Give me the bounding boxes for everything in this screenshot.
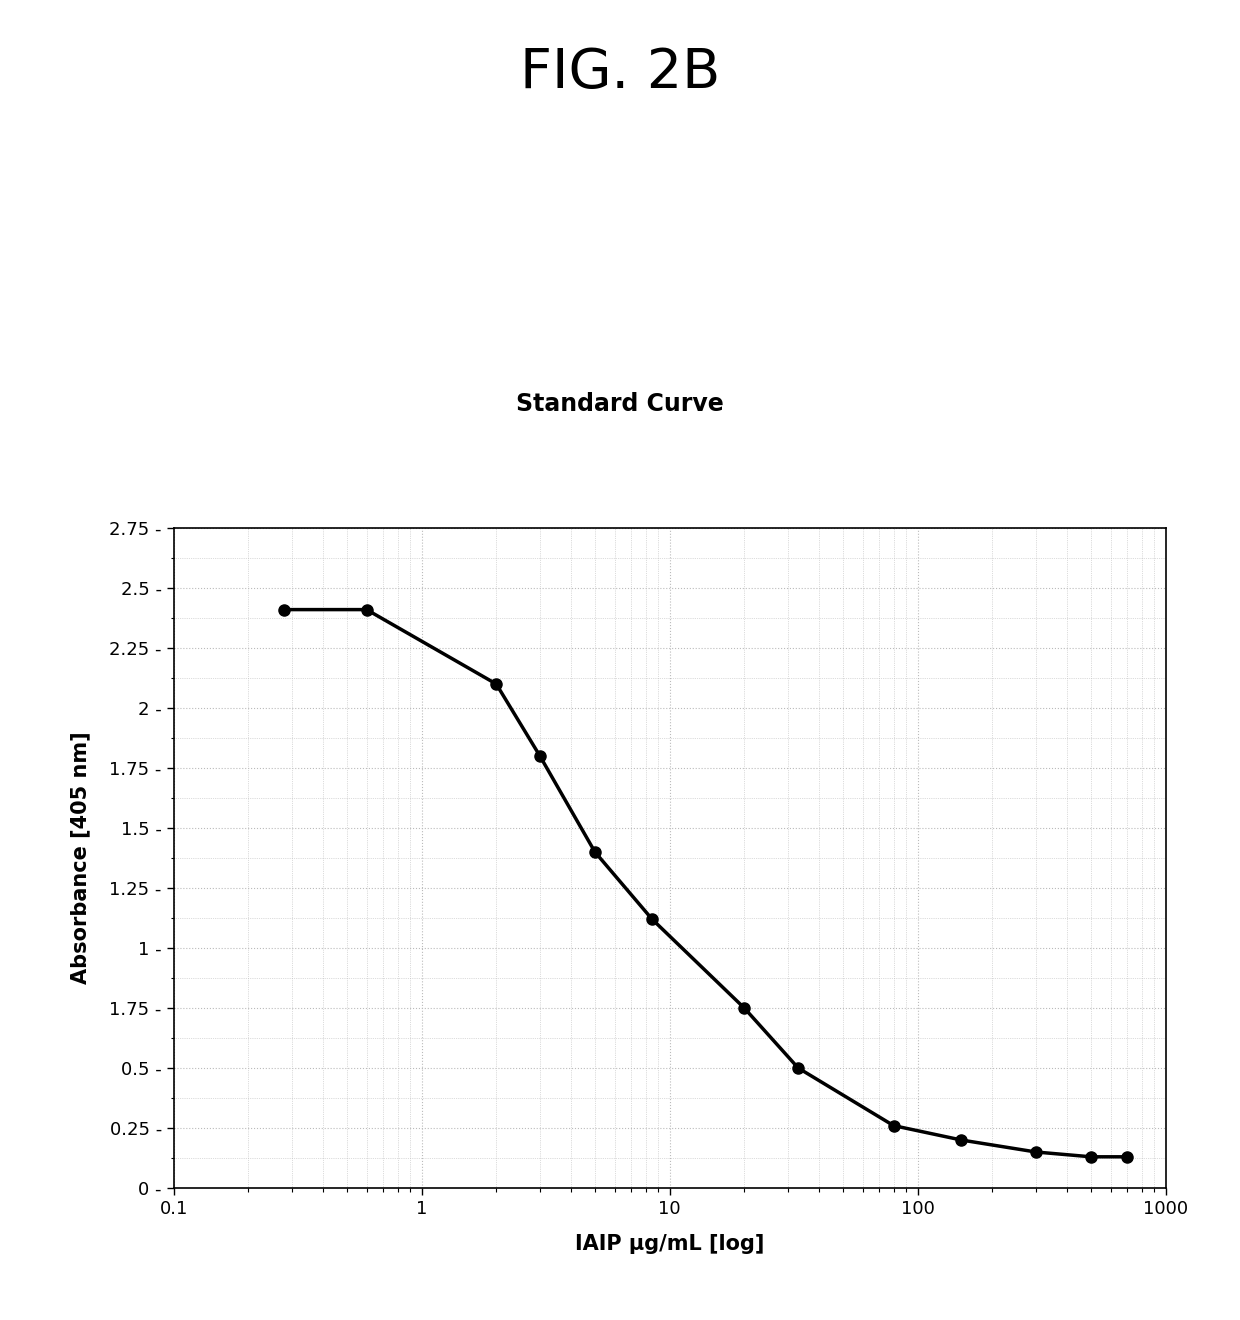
X-axis label: IAIP μg/mL [log]: IAIP μg/mL [log] <box>575 1234 764 1254</box>
Text: FIG. 2B: FIG. 2B <box>520 46 720 100</box>
Y-axis label: Absorbance [405 nm]: Absorbance [405 nm] <box>69 731 89 985</box>
Text: Standard Curve: Standard Curve <box>516 392 724 416</box>
